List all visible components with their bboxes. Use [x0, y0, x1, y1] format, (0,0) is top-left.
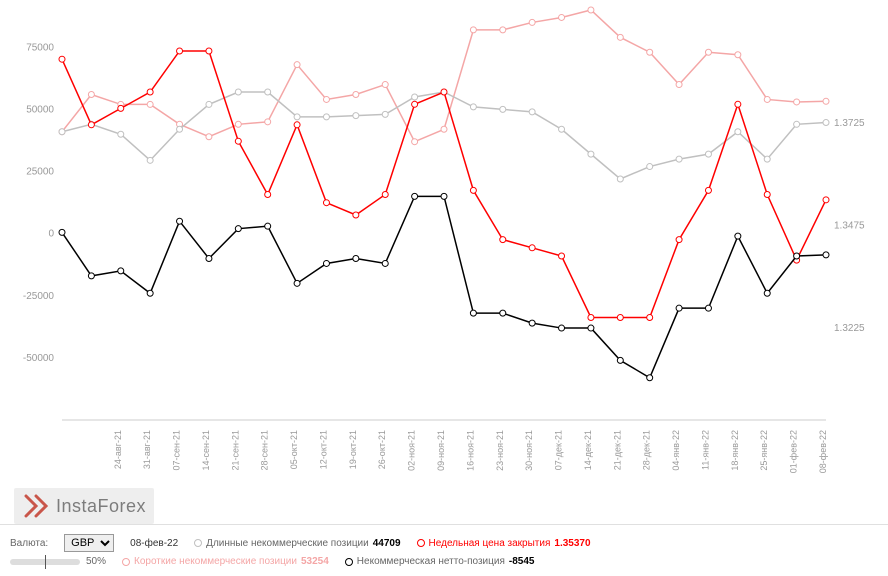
- svg-text:21-дек-21: 21-дек-21: [612, 430, 622, 470]
- svg-text:09-ноя-21: 09-ноя-21: [436, 430, 446, 471]
- svg-text:25000: 25000: [26, 167, 54, 178]
- svg-text:19-окт-21: 19-окт-21: [348, 430, 358, 469]
- svg-text:07-дек-21: 07-дек-21: [554, 430, 564, 470]
- svg-text:05-окт-21: 05-окт-21: [289, 430, 299, 469]
- marker-net-icon: [345, 558, 353, 566]
- svg-text:31-авг-21: 31-авг-21: [142, 430, 152, 469]
- marker-short-icon: [122, 558, 130, 566]
- svg-text:23-ноя-21: 23-ноя-21: [495, 430, 505, 471]
- legend-long-value: 44709: [373, 538, 401, 549]
- svg-text:12-окт-21: 12-окт-21: [318, 430, 328, 469]
- watermark-text: InstaForex: [56, 496, 146, 517]
- mini-slider[interactable]: [10, 559, 80, 565]
- watermark: InstaForex: [14, 488, 154, 524]
- svg-text:02-ноя-21: 02-ноя-21: [407, 430, 417, 471]
- legend-short: Короткие некоммерческие позиции 53254: [122, 556, 329, 567]
- svg-text:01-фев-22: 01-фев-22: [789, 430, 799, 473]
- svg-text:1.3475: 1.3475: [834, 220, 865, 231]
- svg-text:26-окт-21: 26-окт-21: [377, 430, 387, 469]
- chart-container: -50000 -25000 0 25000 50000 75000 1.3225 1.3475…: [0, 0, 888, 576]
- svg-text:07-сен-21: 07-сен-21: [172, 430, 182, 471]
- legend-net-value: -8545: [509, 556, 535, 567]
- svg-text:18-янв-22: 18-янв-22: [730, 430, 740, 471]
- chart-svg: -50000 -25000 0 25000 50000 75000 1.3225 1.3475…: [0, 0, 888, 524]
- marker-long-icon: [194, 539, 202, 547]
- svg-text:04-янв-22: 04-янв-22: [671, 430, 681, 471]
- svg-text:30-ноя-21: 30-ноя-21: [524, 430, 534, 471]
- svg-text:75000: 75000: [26, 42, 54, 53]
- svg-text:14-дек-21: 14-дек-21: [583, 430, 593, 470]
- svg-text:25-янв-22: 25-янв-22: [759, 430, 769, 471]
- legend-weekly-label: Недельная цена закрытия: [429, 538, 551, 549]
- legend-col-left: Валюта: GBP 08-фев-22 Длинные некоммерче…: [10, 534, 591, 567]
- legend-bar: Валюта: GBP 08-фев-22 Длинные некоммерче…: [0, 524, 888, 576]
- svg-text:14-сен-21: 14-сен-21: [201, 430, 211, 471]
- legend-long: Длинные некоммерческие позиции 44709: [194, 538, 400, 549]
- currency-select[interactable]: GBP: [64, 534, 114, 552]
- svg-text:28-дек-21: 28-дек-21: [642, 430, 652, 470]
- svg-text:1.3225: 1.3225: [834, 323, 865, 334]
- svg-text:28-сен-21: 28-сен-21: [260, 430, 270, 471]
- legend-short-label: Короткие некоммерческие позиции: [134, 556, 297, 567]
- svg-text:1.3725: 1.3725: [834, 118, 865, 129]
- svg-text:50000: 50000: [26, 104, 54, 115]
- svg-text:16-ноя-21: 16-ноя-21: [465, 430, 475, 471]
- watermark-icon: [22, 492, 50, 520]
- legend-weekly-value: 1.35370: [554, 538, 590, 549]
- svg-text:-25000: -25000: [23, 291, 55, 302]
- svg-text:0: 0: [48, 229, 54, 240]
- legend-short-value: 53254: [301, 556, 329, 567]
- legend-weekly: Недельная цена закрытия 1.35370: [417, 538, 591, 549]
- legend-date: 08-фев-22: [130, 538, 178, 549]
- marker-weekly-icon: [417, 539, 425, 547]
- svg-text:11-янв-22: 11-янв-22: [700, 430, 710, 470]
- legend-net: Некоммерческая нетто-позиция -8545: [345, 556, 535, 567]
- legend-net-label: Некоммерческая нетто-позиция: [357, 556, 505, 567]
- svg-text:-50000: -50000: [23, 353, 55, 364]
- currency-label: Валюта:: [10, 538, 48, 549]
- svg-text:21-сен-21: 21-сен-21: [230, 430, 240, 471]
- svg-text:08-фев-22: 08-фев-22: [818, 430, 828, 473]
- slider-pct: 50%: [86, 556, 106, 567]
- slider-area: 50%: [10, 556, 106, 567]
- legend-long-label: Длинные некоммерческие позиции: [206, 538, 369, 549]
- svg-text:24-авг-21: 24-авг-21: [113, 430, 123, 469]
- watermark-text-wrap: InstaForex: [56, 496, 146, 517]
